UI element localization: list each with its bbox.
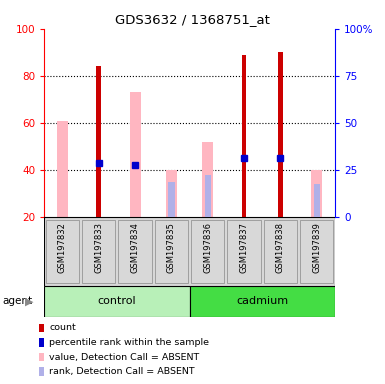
Bar — [44, 286, 190, 317]
Text: cadmium: cadmium — [236, 296, 288, 306]
Bar — [190, 286, 335, 317]
Bar — [204, 175, 211, 217]
Bar — [130, 92, 141, 217]
Bar — [191, 220, 224, 283]
Text: GSM197838: GSM197838 — [276, 222, 285, 273]
Bar — [242, 55, 246, 217]
Bar — [46, 220, 79, 283]
Text: GSM197832: GSM197832 — [58, 222, 67, 273]
Text: count: count — [49, 323, 76, 333]
Bar — [57, 121, 68, 217]
Bar — [168, 182, 175, 217]
Bar — [203, 142, 213, 217]
Text: GSM197835: GSM197835 — [167, 222, 176, 273]
Text: GDS3632 / 1368751_at: GDS3632 / 1368751_at — [115, 13, 270, 26]
Text: rank, Detection Call = ABSENT: rank, Detection Call = ABSENT — [49, 367, 195, 376]
Text: GSM197833: GSM197833 — [94, 222, 103, 273]
Text: GSM197839: GSM197839 — [312, 222, 321, 273]
Bar — [264, 220, 297, 283]
Bar — [278, 52, 283, 217]
Bar — [96, 66, 101, 217]
Bar — [311, 170, 322, 217]
Text: GSM197837: GSM197837 — [239, 222, 249, 273]
Bar — [313, 184, 320, 217]
Text: value, Detection Call = ABSENT: value, Detection Call = ABSENT — [49, 353, 199, 362]
Text: agent: agent — [2, 296, 32, 306]
Text: control: control — [98, 296, 136, 306]
Bar — [228, 220, 261, 283]
Text: GSM197834: GSM197834 — [131, 222, 140, 273]
Text: GSM197836: GSM197836 — [203, 222, 212, 273]
Bar — [155, 220, 188, 283]
Bar — [82, 220, 116, 283]
Bar — [166, 170, 177, 217]
Bar — [300, 220, 333, 283]
Text: ▶: ▶ — [25, 296, 33, 306]
Text: percentile rank within the sample: percentile rank within the sample — [49, 338, 209, 347]
Bar — [119, 220, 152, 283]
